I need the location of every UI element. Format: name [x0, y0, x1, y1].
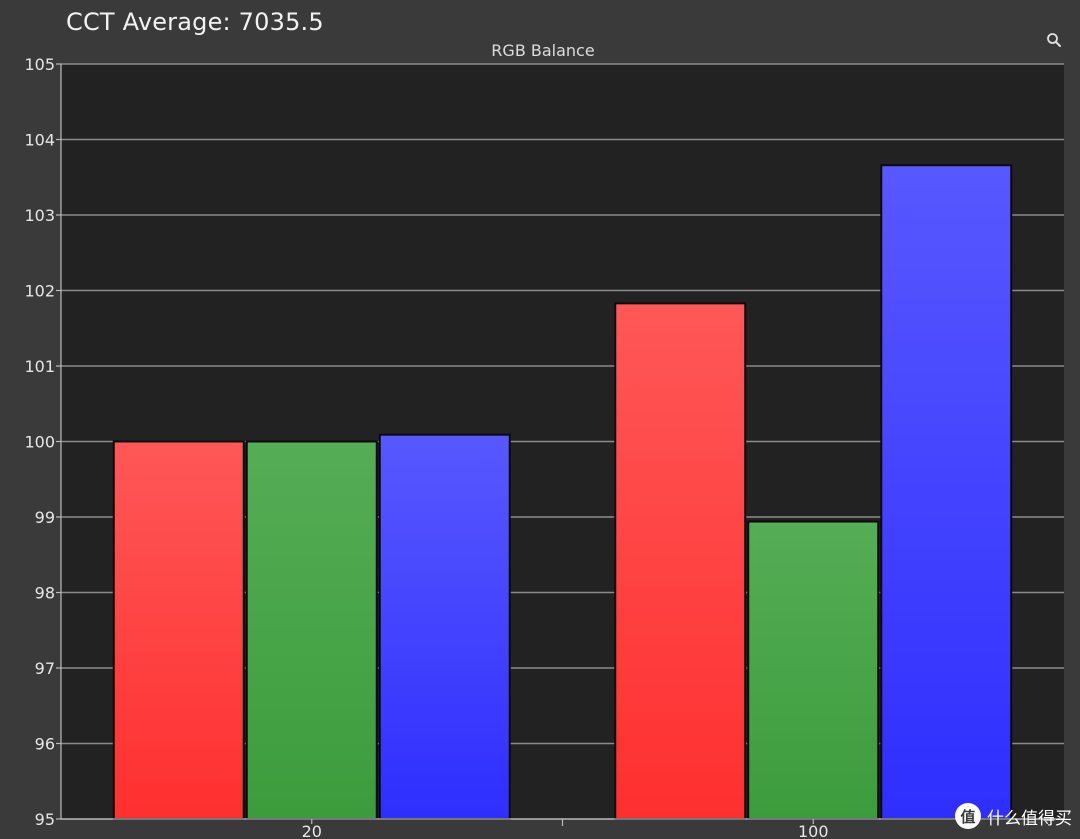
bar-red [112, 440, 245, 820]
bar-green [245, 440, 378, 820]
y-tick-label: 102 [24, 282, 55, 301]
y-tick-label: 95 [35, 810, 55, 829]
y-tick-label: 98 [35, 584, 55, 603]
bar-green [747, 520, 880, 821]
watermark-logo: 值 [955, 803, 981, 829]
x-tick-label: 100 [798, 822, 829, 839]
bar-blue [378, 433, 511, 820]
y-tick-label: 96 [35, 735, 55, 754]
search-icon[interactable] [1046, 32, 1062, 48]
y-tick-label: 100 [24, 433, 55, 452]
bar-blue [880, 164, 1013, 821]
y-tick-label: 105 [24, 55, 55, 74]
y-tick-label: 97 [35, 659, 55, 678]
y-tick-label: 103 [24, 206, 55, 225]
y-tick-label: 101 [24, 357, 55, 376]
watermark: 值 什么值得买 [955, 801, 1072, 831]
chart-title: RGB Balance [491, 41, 594, 60]
y-tick-label: 99 [35, 508, 55, 527]
bar-red [614, 302, 747, 820]
page-title: CCT Average: 7035.5 [66, 8, 324, 36]
y-tick-label: 104 [24, 131, 55, 150]
x-tick-label: 20 [302, 822, 322, 839]
watermark-text: 什么值得买 [987, 808, 1072, 829]
